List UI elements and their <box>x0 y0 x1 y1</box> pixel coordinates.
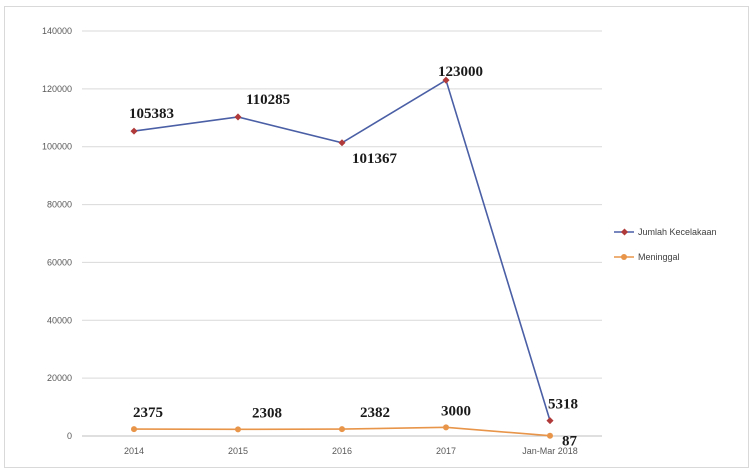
data-label: 3000 <box>441 403 471 419</box>
legend-swatch-marker <box>620 228 629 236</box>
x-tick-label: 2015 <box>228 446 248 456</box>
data-point-marker <box>443 424 449 431</box>
data-point-marker <box>234 113 242 121</box>
y-tick-label: 120000 <box>42 84 72 94</box>
series-line-1 <box>133 78 551 421</box>
x-tick-label: 2016 <box>332 446 352 456</box>
data-label: 5318 <box>548 397 578 413</box>
y-tick-label: 140000 <box>42 26 72 36</box>
data-label: 123000 <box>438 64 483 80</box>
y-tick-label: 20000 <box>47 373 72 383</box>
data-point-marker <box>338 139 346 147</box>
data-point-marker <box>131 426 137 433</box>
x-tick-label: 2014 <box>124 446 144 456</box>
data-label: 2308 <box>252 405 282 421</box>
y-tick-label: 80000 <box>47 200 72 210</box>
data-label: 2375 <box>133 405 163 421</box>
y-tick-label: 0 <box>67 431 72 441</box>
data-point-marker <box>130 127 138 135</box>
data-point-marker <box>546 417 554 425</box>
y-tick-label: 40000 <box>47 315 72 325</box>
data-point-marker <box>339 426 345 433</box>
data-point-marker <box>547 432 553 439</box>
data-label: 87 <box>562 434 578 450</box>
x-tick-label: 2017 <box>436 446 456 456</box>
x-tick-label: Jan-Mar 2018 <box>522 446 578 456</box>
legend-label: Jumlah Kecelakaan <box>638 227 717 237</box>
data-label: 101367 <box>352 151 398 167</box>
y-tick-label: 100000 <box>42 142 72 152</box>
data-label: 110285 <box>246 92 290 108</box>
data-point-marker <box>442 76 450 84</box>
data-label: 2382 <box>360 405 390 421</box>
y-tick-label: 60000 <box>47 257 72 267</box>
data-label: 105383 <box>129 106 174 122</box>
data-point-marker <box>235 426 241 433</box>
legend-swatch-marker <box>621 254 627 260</box>
legend-label: Meninggal <box>638 252 680 262</box>
chart-frame <box>4 6 749 468</box>
